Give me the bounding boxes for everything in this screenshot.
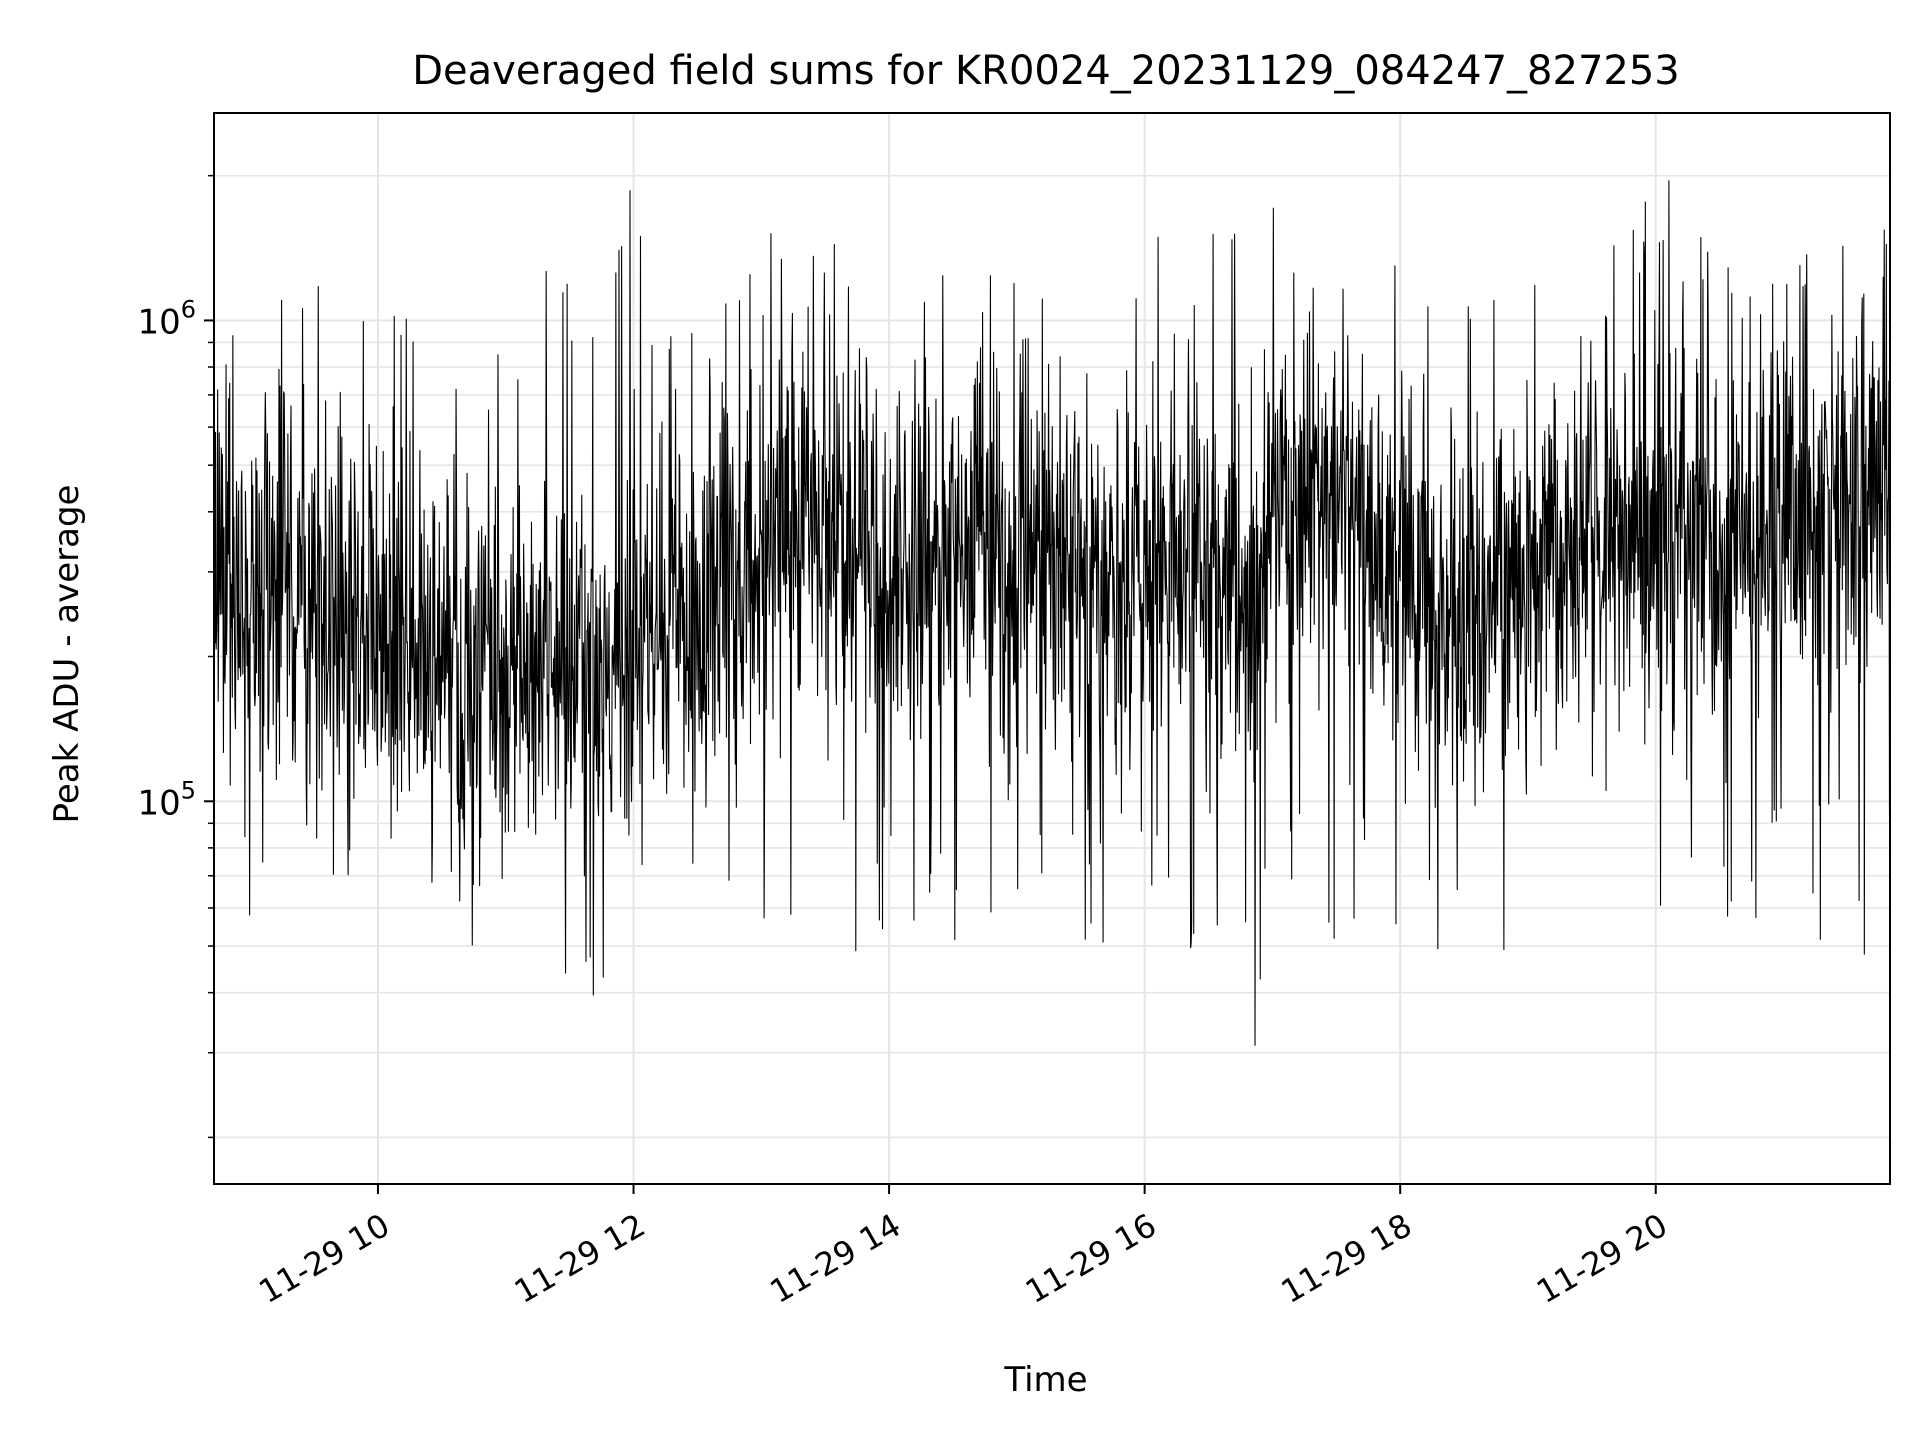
chart-title: Deaveraged field sums for KR0024_2023112…: [412, 48, 1680, 94]
y-tick-label: 106: [137, 295, 196, 342]
plot-area: [213, 113, 1891, 1184]
series-line-group: [213, 180, 1891, 1046]
x-axis-label: Time: [1003, 1360, 1087, 1400]
plot-frame: [213, 112, 1891, 1185]
series-line: [213, 180, 1891, 1046]
y-axis-label: Peak ADU - average: [47, 485, 87, 824]
plot-background: [214, 113, 1890, 1184]
y-axis: 105 106: [137, 174, 214, 1139]
y-tick-label: 105: [137, 776, 196, 823]
